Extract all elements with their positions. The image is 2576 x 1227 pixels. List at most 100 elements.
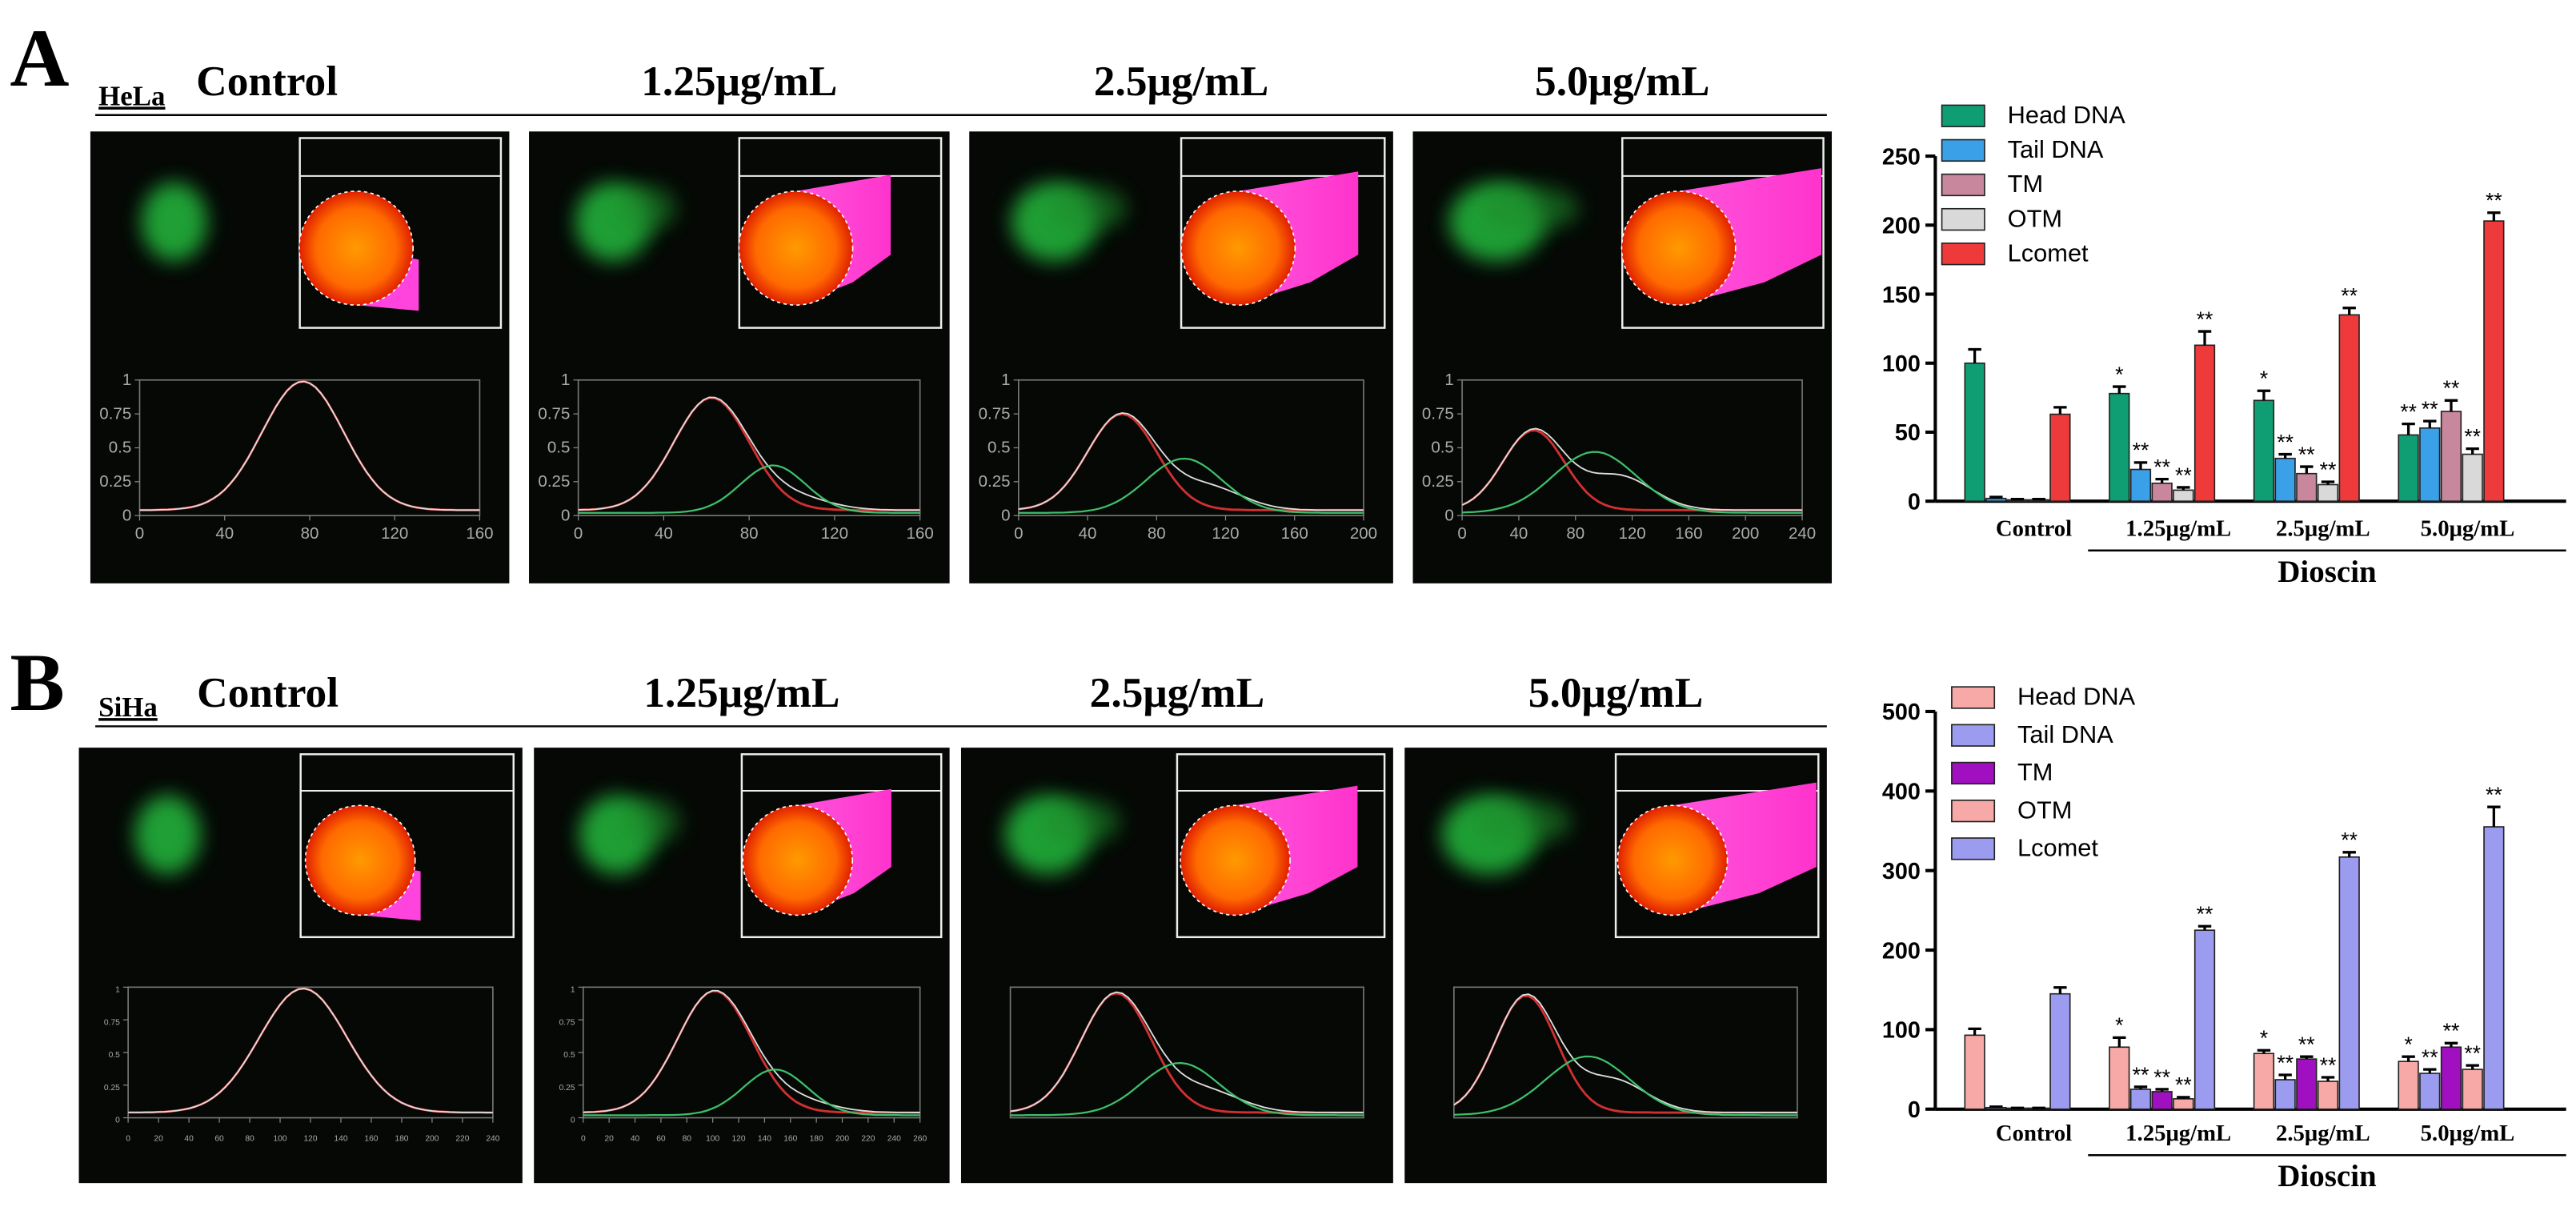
comet-head [1180,190,1296,306]
profile-tail [583,1069,920,1117]
bar [2296,472,2318,503]
profile-y-tick-label: 0.75 [979,404,1011,423]
profile-x-tick-label: 60 [656,1134,666,1143]
significance-label: ** [2486,783,2502,807]
profile-x-tick-label: 240 [887,1134,901,1143]
error-bar [2342,307,2356,315]
comet-head [304,804,416,916]
inset-box [1614,753,1820,939]
profile-total [1010,991,1364,1114]
significance-label: ** [2133,439,2149,463]
profile-x-tick-label: 100 [706,1134,719,1143]
bar [2338,314,2360,503]
error-bar [2032,497,2045,501]
comet-head [742,804,854,916]
legend-swatch [1941,173,1985,197]
profile-x-tick-label: 0 [126,1134,130,1143]
error-bar [2197,924,2212,931]
error-bar [2257,389,2271,401]
profile-x-tick-label: 40 [184,1134,194,1143]
error-bar [2053,406,2067,415]
legend-label: Tail DNA [2017,720,2113,748]
bar [2109,392,2130,503]
profile-y-tick-label: 1 [1444,371,1453,389]
significance-label: ** [2464,1041,2481,1065]
y-tick-label: 0 [1908,489,1921,515]
bar [2151,482,2173,503]
legend-label: Tail DNA [2008,135,2104,163]
significance-label: ** [2443,1019,2460,1043]
profile-y-tick-label: 0.75 [99,404,131,423]
bar [2398,1061,2419,1110]
inset-box [738,137,943,329]
bar [2398,434,2419,503]
profile-y-tick-label: 0 [561,506,570,524]
legend-label: Lcomet [2008,239,2089,267]
profile-y-tick-label: 0.25 [1422,472,1454,491]
profile-y-tick-label: 0 [122,506,131,524]
green-cell [134,795,201,875]
legend-swatch [1951,761,1996,785]
profile-x-tick-label: 160 [466,524,493,543]
group-label: Dioscin [2278,555,2377,589]
profile-frame [1009,986,1364,1119]
profile-x-tick-label: 200 [1350,524,1377,543]
bar [2338,856,2360,1110]
legend-label: TM [2017,758,2053,786]
profile-y-tick-label: 0.5 [988,439,1011,457]
profile-tail [1462,451,1803,514]
profile-x-tick-label: 80 [245,1134,254,1143]
bar [2419,427,2441,503]
bar [2193,929,2216,1110]
x-tick-label: 2.5μg/mL [2276,1121,2370,1146]
error-bar [2113,385,2126,394]
bar [2049,413,2071,503]
profile-x-tick-label: 160 [1281,524,1308,543]
bar [2193,344,2216,503]
profile-y-tick-label: 0.5 [547,439,571,457]
error-bar [2053,986,2067,994]
x-tick-label: Control [1996,1121,2072,1146]
bar [2129,468,2152,503]
profile-x-tick-label: 80 [301,524,319,543]
error-bar [2444,1041,2458,1048]
error-bar [2321,480,2335,485]
profile-total [578,396,920,511]
profile-x-tick-label: 240 [486,1134,499,1143]
profile-x-tick-label: 120 [1618,524,1645,543]
bar [2296,1058,2318,1110]
profile-total [139,380,480,511]
bar [2317,1081,2339,1110]
green-tail [620,798,680,845]
x-tick-label: 1.25μg/mL [2125,1121,2231,1146]
bar [2129,1089,2152,1110]
legend-swatch [1941,104,1985,127]
profile-y-tick-label: 0.75 [1422,404,1454,423]
profile-x-tick-label: 200 [425,1134,439,1143]
profile-x-tick-label: 40 [1510,524,1528,543]
profile-x-tick-label: 160 [783,1134,797,1143]
condition-label: 2.5μg/mL [1094,57,1269,105]
inset-box [298,137,503,329]
bar [2274,1079,2296,1110]
profile-y-tick-label: 0.75 [538,404,570,423]
profile-y-tick-label: 0.75 [104,1018,120,1027]
profile-total [583,989,920,1114]
profile-y-tick-label: 0 [571,1117,575,1125]
profile-y-tick-label: 0.5 [1431,439,1454,457]
error-bar [2010,497,2025,501]
error-bar [2113,1036,2126,1048]
profile-y-tick-label: 1 [561,371,570,389]
significance-label: * [2404,1033,2412,1057]
bar [2049,992,2071,1110]
cell-line-label: HeLa [98,80,165,111]
significance-label: ** [2197,307,2213,331]
y-tick-label: 200 [1882,938,1921,964]
profile-x-tick-label: 80 [683,1134,692,1143]
profile-total [1018,411,1364,511]
significance-label: ** [2422,1045,2438,1069]
profile-x-tick-label: 160 [907,524,934,543]
comet-head [1621,190,1737,306]
comet-head [1617,804,1729,916]
